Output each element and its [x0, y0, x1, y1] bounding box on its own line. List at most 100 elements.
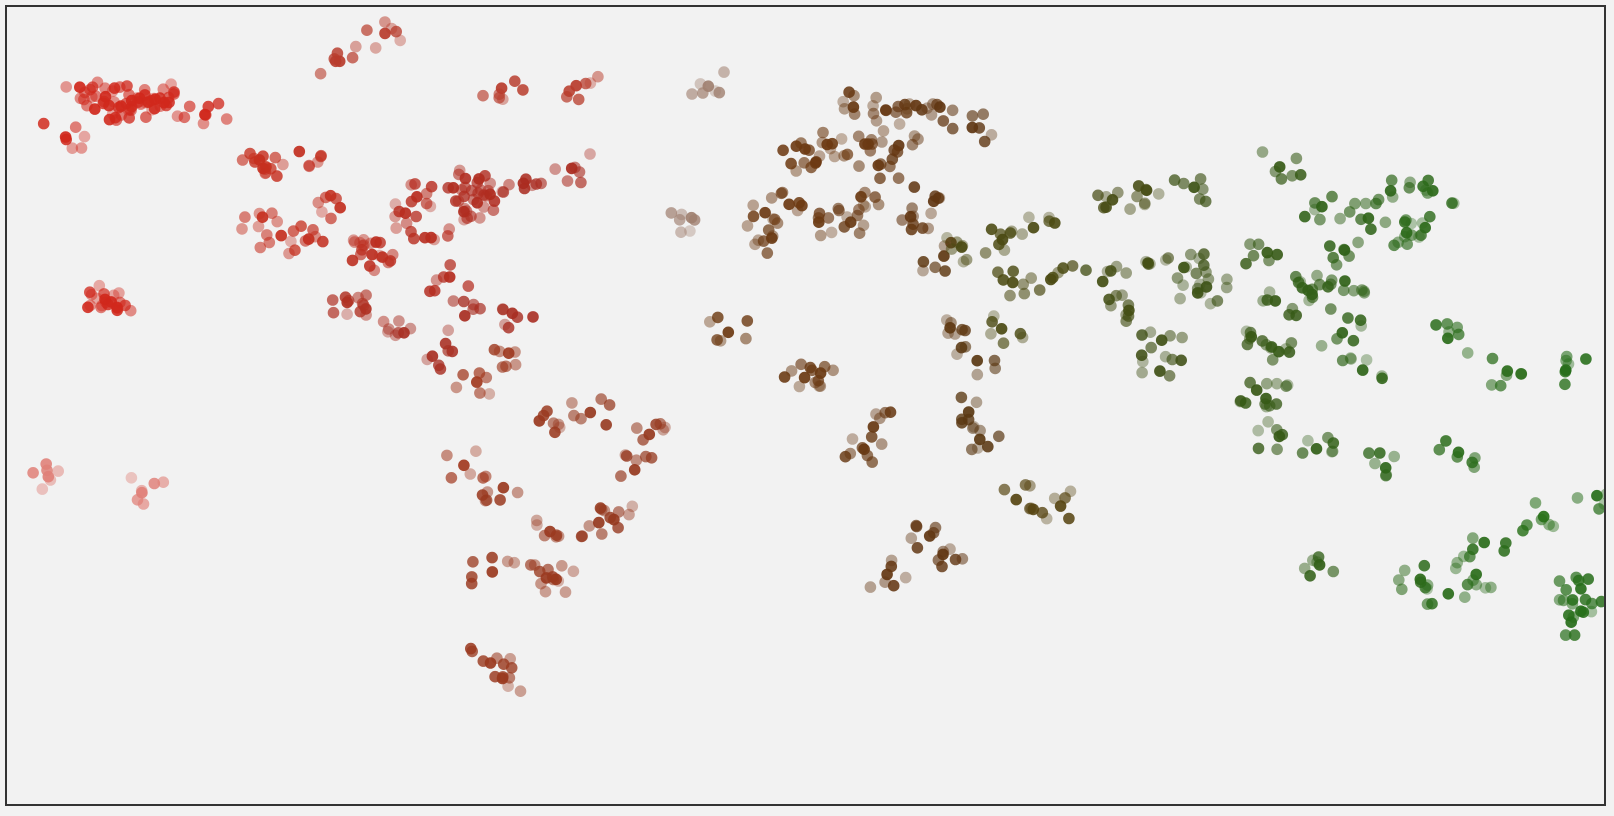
map-point-oceania: [1414, 573, 1427, 586]
map-point-halo: [527, 311, 539, 323]
map-point-africa: [766, 232, 778, 244]
map-point-halo: [508, 556, 521, 569]
map-point-us: [443, 271, 456, 283]
map-point-halo: [1275, 173, 1288, 185]
map-point-halo: [1101, 265, 1114, 278]
map-point-halo: [1066, 260, 1079, 272]
map-point-south_america: [643, 428, 656, 441]
map-point-halo: [1467, 543, 1479, 556]
map-point-halo: [382, 323, 395, 335]
map-point-halo: [916, 222, 929, 234]
map-point-halo: [1190, 267, 1203, 280]
map-point-pacific: [1442, 332, 1454, 345]
map-point-pacific: [42, 470, 55, 483]
map-point-canada: [517, 177, 530, 190]
map-point-south_america: [608, 513, 620, 526]
map-point-halo: [244, 147, 256, 160]
map-point-africa: [938, 250, 950, 262]
map-point-halo: [1358, 285, 1370, 298]
map-point-halo: [541, 405, 553, 418]
map-point-halo: [798, 157, 810, 169]
map-point-halo: [796, 199, 808, 212]
map-point-halo: [442, 230, 454, 242]
map-point-halo: [572, 93, 585, 106]
map-point-halo: [504, 653, 516, 665]
map-point-halo: [424, 200, 437, 213]
map-point-south_asia: [1154, 365, 1166, 377]
map-point-south_america: [502, 347, 515, 360]
map-point-halo: [937, 115, 950, 127]
map-point-halo: [925, 207, 937, 220]
map-point-halo: [1171, 272, 1184, 284]
map-point-europe: [759, 206, 771, 219]
map-point-halo: [393, 315, 405, 327]
map-point-halo: [1105, 265, 1117, 277]
map-point-halo: [327, 306, 340, 319]
map-point-halo: [1354, 314, 1367, 327]
map-point-halo: [1240, 257, 1252, 270]
map-point-halo: [1136, 329, 1148, 341]
map-point-halo: [978, 135, 991, 148]
map-point-halo: [1023, 211, 1035, 224]
map-point-halo: [901, 103, 913, 115]
map-point-hawaii: [111, 301, 123, 314]
map-point-halo: [575, 530, 588, 543]
map-point-halo: [575, 176, 587, 189]
map-point-east_asia: [1339, 275, 1351, 287]
map-point-halo: [252, 220, 265, 233]
map-point-halo: [955, 391, 968, 404]
map-point-halo: [1459, 591, 1471, 603]
map-point-halo: [1374, 447, 1386, 459]
map-point-us: [256, 211, 269, 223]
map-point-halo: [1135, 349, 1148, 362]
map-point-oceania: [1575, 583, 1587, 595]
map-point-halo: [959, 324, 971, 337]
map-point-halo: [1024, 480, 1036, 492]
map-point-halo: [1005, 225, 1018, 238]
map-point-halo: [263, 236, 276, 249]
map-point-halo: [971, 368, 984, 381]
map-point-halo: [502, 321, 515, 334]
map-point-central_america: [426, 350, 439, 363]
map-point-halo: [530, 178, 543, 190]
map-point-canada: [253, 154, 266, 166]
map-point-oceania: [1478, 536, 1490, 549]
map-point-halo: [1417, 180, 1429, 193]
map-point-halo: [864, 581, 877, 593]
map-point-south_america: [584, 406, 597, 419]
map-point-halo: [1198, 248, 1210, 260]
map-point-halo: [905, 223, 918, 236]
map-point-halo: [993, 430, 1005, 443]
map-point-halo: [1159, 350, 1172, 363]
map-point-halo: [626, 500, 639, 513]
map-point-halo: [90, 90, 102, 102]
map-point-halo: [360, 309, 372, 321]
map-point-halo: [630, 454, 643, 467]
map-point-halo: [125, 472, 138, 484]
map-point-halo: [949, 553, 962, 566]
map-point-halo: [1336, 354, 1349, 367]
map-point-europe: [872, 159, 885, 172]
map-point-halo: [1239, 397, 1252, 409]
map-point-halo: [1360, 354, 1373, 366]
map-point-halo: [1577, 606, 1590, 618]
map-point-halo: [1430, 319, 1442, 331]
map-point-halo: [1370, 197, 1382, 210]
map-point-halo: [822, 212, 835, 224]
map-point-halo: [330, 192, 342, 205]
map-point-halo: [303, 160, 316, 173]
map-point-halo: [1019, 479, 1032, 491]
world-point-map[interactable]: [7, 7, 1604, 804]
map-point-halo: [112, 101, 125, 114]
map-point-halo: [394, 34, 407, 47]
map-point-halo: [946, 122, 959, 135]
map-point-us: [399, 207, 412, 219]
map-point-halo: [1347, 334, 1360, 347]
map-point-halo: [52, 465, 64, 477]
map-point-halo: [1595, 595, 1604, 608]
map-point-halo: [1080, 264, 1092, 277]
map-point-halo: [1271, 248, 1283, 261]
map-point-halo: [776, 186, 789, 199]
map-point-halo: [992, 266, 1004, 279]
map-point-halo: [295, 220, 307, 232]
